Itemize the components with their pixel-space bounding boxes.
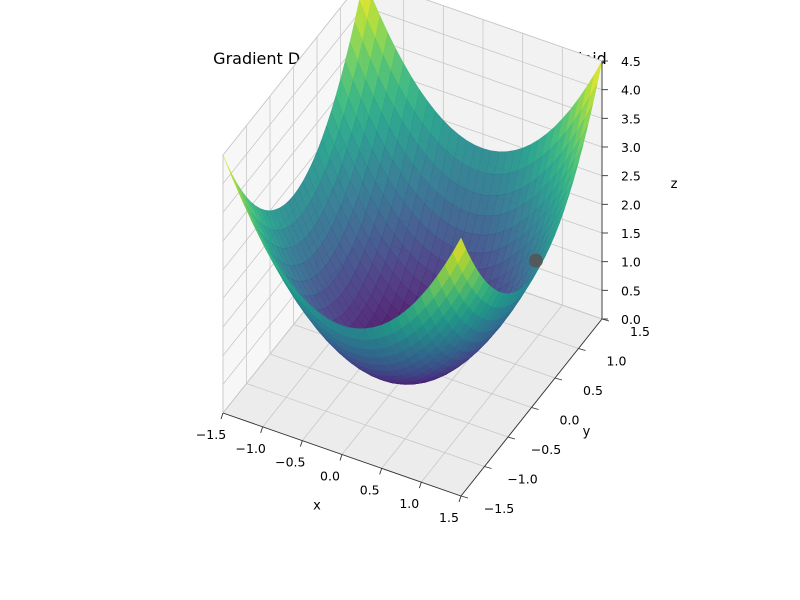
- ball-marker: [528, 253, 543, 268]
- tick-label: −1.5: [196, 427, 226, 442]
- tick-label: −0.5: [275, 455, 305, 470]
- tick-label: 1.5: [630, 324, 650, 339]
- tick-label: 3.0: [621, 140, 641, 155]
- grid-line: [222, 6, 365, 184]
- tick-mark: [554, 377, 563, 381]
- tick-label: 0.5: [360, 482, 380, 497]
- tick-mark: [484, 466, 492, 469]
- tick-mark: [418, 482, 422, 489]
- tick-label: 1.0: [621, 255, 641, 270]
- surface-patch: [452, 237, 466, 264]
- tick-mark: [578, 348, 586, 351]
- tick-label: 3.5: [621, 111, 641, 126]
- tick-mark: [299, 440, 303, 447]
- tick-mark: [460, 495, 469, 499]
- tick-label: −1.5: [484, 501, 514, 516]
- tick-label: 1.0: [607, 354, 627, 369]
- grid-line: [425, 0, 603, 62]
- tick-label: 4.5: [621, 54, 641, 69]
- tick-label: 1.5: [621, 226, 641, 241]
- tick-label: 0.0: [560, 413, 580, 428]
- tick-label: 2.5: [621, 169, 641, 184]
- tick-label: 0.5: [583, 383, 603, 398]
- tick-label: 2.0: [621, 197, 641, 212]
- tick-label: −1.0: [236, 441, 266, 456]
- x-axis: −1.5 −1.0 −0.5 0.0 0.5 1.0 1.5: [196, 412, 462, 525]
- grid-line: [363, 6, 603, 91]
- tick-mark: [507, 436, 516, 440]
- z-axis-label: z: [671, 177, 678, 192]
- tick-label: 4.0: [621, 83, 641, 98]
- x-axis-label: x: [313, 499, 321, 514]
- y-axis-label: y: [583, 425, 591, 440]
- tick-mark: [458, 495, 462, 503]
- tick-mark: [531, 407, 539, 410]
- tick-label: −0.5: [531, 442, 561, 457]
- tick-label: −1.0: [507, 472, 537, 487]
- grid-line: [222, 0, 347, 156]
- grid-line: [246, 383, 485, 467]
- tick-mark: [260, 426, 264, 433]
- grid-line: [363, 34, 603, 119]
- grid-line: [222, 35, 365, 213]
- z-axis: 0.0 0.5 1.0 1.5 2.0 2.5 3.0 3.5 4.0 4.5: [601, 54, 641, 327]
- tick-mark: [339, 454, 343, 461]
- tick-label: 0.0: [621, 312, 641, 327]
- tick-mark: [220, 412, 224, 420]
- tick-mark: [379, 468, 383, 475]
- tick-label: 0.0: [320, 469, 340, 484]
- y-axis: −1.5 −1.0 −0.5 0.00.5 1.01.5: [460, 318, 650, 516]
- tick-label: 1.0: [399, 496, 419, 511]
- tick-label: 1.5: [439, 510, 459, 525]
- paraboloid-surface: [222, 0, 603, 385]
- tick-label: 0.5: [621, 283, 641, 298]
- grid-line: [269, 353, 509, 438]
